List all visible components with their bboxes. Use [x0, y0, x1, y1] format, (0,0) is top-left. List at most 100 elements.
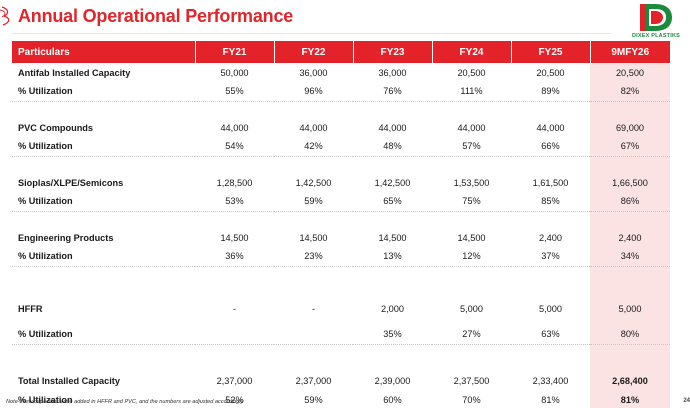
- spacer-cell: [590, 100, 670, 118]
- table-cell: 89%: [541, 86, 560, 97]
- table-cell: 66%: [541, 141, 560, 152]
- table-cell: 2,68,400: [590, 371, 670, 390]
- table-cell: 67%: [590, 137, 670, 156]
- spacer-cell: [511, 265, 590, 293]
- spacer-cell: [432, 100, 511, 118]
- table-cell: 20,500: [457, 67, 486, 78]
- utilization-row: % Utilization 55% 96% 76% 111% 89% 82%: [12, 82, 670, 101]
- spacer-cell: [590, 343, 670, 371]
- table-cell: 75%: [462, 196, 481, 207]
- row-label: Sioplas/XLPE/Semicons: [18, 177, 124, 188]
- table-cell: 37%: [541, 251, 560, 262]
- spacer-cell: [511, 343, 590, 371]
- table-cell: 1,53,500: [453, 177, 490, 188]
- spacer-cell: [353, 343, 432, 371]
- table-cell: 13%: [383, 251, 402, 262]
- column-header: Particulars: [12, 41, 196, 63]
- page-number: 24: [683, 398, 690, 404]
- table-cell: 1,61,500: [532, 177, 569, 188]
- table-cell: 14,500: [220, 232, 249, 243]
- table-cell: 65%: [383, 196, 402, 207]
- table-cell: 53%: [225, 196, 244, 207]
- column-header: FY21: [195, 41, 275, 63]
- utilization-row: % Utilization 35% 27% 63% 80%: [12, 325, 670, 344]
- spacer-cell: [195, 100, 274, 118]
- table-cell: 44,000: [378, 122, 407, 133]
- table-cell: 14,500: [378, 232, 407, 243]
- spacer-cell: [353, 265, 432, 293]
- spacer-cell: [353, 210, 432, 228]
- spacer-cell: [274, 210, 353, 228]
- company-logo: DIXEX PLASTIKS: [628, 2, 684, 42]
- row-label: % Utilization: [18, 251, 73, 262]
- column-header: 9MFY26: [590, 41, 670, 63]
- utilization-row: % Utilization 52% 59% 60% 70% 81% 81%: [12, 390, 670, 408]
- spacer-cell: [432, 210, 511, 228]
- table-cell: 2,400: [590, 228, 670, 247]
- capacity-row: Engineering Products 14,500 14,500 14,500 14…: [12, 228, 670, 247]
- table-cell: 52%: [225, 394, 244, 405]
- table-cell: 20,500: [536, 67, 565, 78]
- table-cell: 44,000: [457, 122, 486, 133]
- capacity-row: Total Installed Capacity 2,37,000 2,37,000…: [12, 371, 670, 390]
- group-spacer: [12, 343, 670, 371]
- spacer-cell: [274, 265, 353, 293]
- table-cell: 2,37,500: [453, 375, 490, 386]
- table-cell: 55%: [225, 86, 244, 97]
- spacer-cell: [195, 155, 274, 173]
- utilization-row: % Utilization 53% 59% 65% 75% 85% 86%: [12, 192, 670, 211]
- spacer-cell: [12, 265, 195, 293]
- row-label: % Utilization: [18, 394, 73, 405]
- table-header-row: Particulars FY21 FY22 FY23 FY24 FY25 9MF…: [12, 41, 670, 63]
- table-cell: 59%: [304, 196, 323, 207]
- table-cell: 44,000: [536, 122, 565, 133]
- operational-performance-table: Particulars FY21 FY22 FY23 FY24 FY25 9MF…: [12, 41, 670, 408]
- table-cell: 2,400: [539, 232, 562, 243]
- row-label: % Utilization: [18, 329, 73, 340]
- table-cell: 82%: [590, 82, 670, 101]
- table-cell: 5,000: [590, 293, 670, 325]
- spacer-cell: [274, 100, 353, 118]
- row-label: Total Installed Capacity: [18, 375, 120, 386]
- table-cell: 36%: [225, 251, 244, 262]
- row-label: Antifab Installed Capacity: [18, 67, 131, 78]
- row-label: % Utilization: [18, 196, 73, 207]
- table-cell: 2,37,000: [295, 375, 332, 386]
- table-cell: 69,000: [590, 118, 670, 137]
- table-cell: 96%: [304, 86, 323, 97]
- table-cell: 20,500: [590, 63, 670, 82]
- table-cell: 35%: [383, 329, 402, 340]
- table-cell: 14,500: [457, 232, 486, 243]
- spacer-cell: [12, 343, 195, 371]
- table-cell: 86%: [590, 192, 670, 211]
- table-cell: 42%: [304, 141, 323, 152]
- table-cell: 81%: [590, 390, 670, 408]
- spacer-cell: [511, 155, 590, 173]
- logo-mark-icon: [640, 4, 672, 31]
- spacer-cell: [511, 100, 590, 118]
- capacity-row: HFFR - - 2,000 5,000 5,000 5,000: [12, 293, 670, 325]
- spacer-cell: [353, 155, 432, 173]
- spacer-cell: [12, 100, 195, 118]
- table-cell: 60%: [383, 394, 402, 405]
- spacer-cell: [353, 100, 432, 118]
- table-cell: [195, 325, 274, 344]
- table-cell: 80%: [590, 325, 670, 344]
- table-cell: 2,37,000: [216, 375, 253, 386]
- table-cell: 2,000: [381, 304, 404, 314]
- page-title: Annual Operational Performance: [18, 6, 294, 26]
- column-header: FY23: [353, 41, 433, 63]
- table-cell: 70%: [462, 394, 481, 405]
- utilization-row: % Utilization 54% 42% 48% 57% 66% 67%: [12, 137, 670, 156]
- table-cell: 5,000: [539, 304, 562, 314]
- table-cell: 34%: [590, 247, 670, 266]
- spacer-cell: [12, 210, 195, 228]
- table-cell: [274, 325, 353, 344]
- table-cell: 23%: [304, 251, 323, 262]
- table-cell: 76%: [383, 86, 402, 97]
- spacer-cell: [432, 155, 511, 173]
- row-label: HFFR: [18, 304, 43, 314]
- table-cell: 27%: [462, 329, 481, 340]
- capacity-row: PVC Compounds 44,000 44,000 44,000 44,000 44,…: [12, 118, 670, 137]
- table-cell: 48%: [383, 141, 402, 152]
